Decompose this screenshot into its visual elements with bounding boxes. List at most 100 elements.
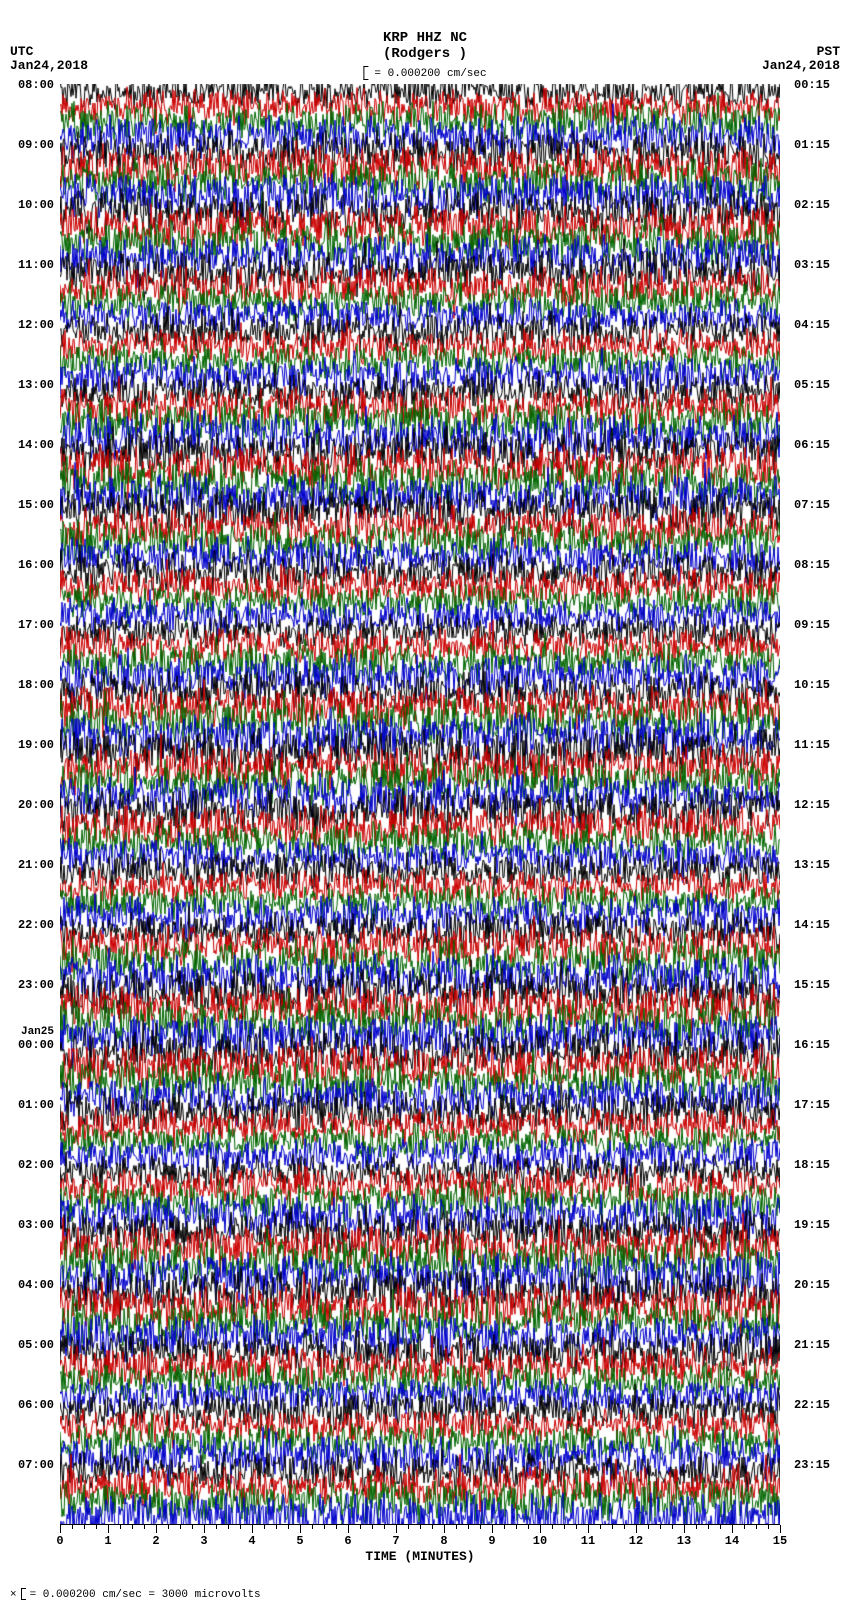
left-hour-label: 21:00 [18,858,54,872]
x-tick-minor [72,1525,73,1529]
x-tick-minor [120,1525,121,1529]
right-hour-label: 00:15 [794,78,830,92]
x-tick-label: 2 [152,1534,159,1548]
x-tick-minor [408,1525,409,1529]
left-hour-label: 00:00 [18,1038,54,1052]
x-tick-minor [504,1525,505,1529]
x-tick-minor [312,1525,313,1529]
midnight-date-label: Jan25 [21,1026,54,1038]
x-tick-label: 9 [488,1534,495,1548]
x-tick [252,1525,253,1533]
x-tick-minor [528,1525,529,1529]
x-tick-minor [168,1525,169,1529]
scale-bar-icon [363,66,368,80]
x-tick-minor [708,1525,709,1529]
x-tick [684,1525,685,1533]
left-hour-label: 01:00 [18,1098,54,1112]
x-tick-label: 5 [296,1534,303,1548]
x-tick [60,1525,61,1533]
right-hour-label: 02:15 [794,198,830,212]
tz-left-label: UTC [10,44,33,59]
right-hour-label: 19:15 [794,1218,830,1232]
x-tick-label: 1 [104,1534,111,1548]
left-hour-label: 07:00 [18,1458,54,1472]
x-tick [204,1525,205,1533]
x-tick [444,1525,445,1533]
footer-text: = 0.000200 cm/sec = 3000 microvolts [30,1589,261,1601]
x-tick-minor [672,1525,673,1529]
x-tick-minor [180,1525,181,1529]
right-hour-label: 10:15 [794,678,830,692]
x-tick [636,1525,637,1533]
left-hour-label: 20:00 [18,798,54,812]
x-tick-minor [276,1525,277,1529]
x-tick [108,1525,109,1533]
right-hour-label: 18:15 [794,1158,830,1172]
right-hour-label: 12:15 [794,798,830,812]
x-tick-minor [96,1525,97,1529]
left-hour-label: 14:00 [18,438,54,452]
left-hour-label: 15:00 [18,498,54,512]
footer-bar-icon [21,1588,26,1600]
x-tick-label: 12 [629,1534,643,1548]
right-hour-label: 04:15 [794,318,830,332]
x-tick-minor [756,1525,757,1529]
x-tick-minor [216,1525,217,1529]
left-hour-label: 08:00 [18,78,54,92]
x-tick [348,1525,349,1533]
x-tick-minor [660,1525,661,1529]
x-tick-minor [192,1525,193,1529]
right-hour-label: 13:15 [794,858,830,872]
right-hour-label: 17:15 [794,1098,830,1112]
left-hour-labels: 08:0009:0010:0011:0012:0013:0014:0015:00… [0,84,58,1524]
helicorder-canvas [60,84,780,1524]
tz-right-label: PST [817,44,840,59]
x-tick-label: 8 [440,1534,447,1548]
left-hour-label: 03:00 [18,1218,54,1232]
x-tick [396,1525,397,1533]
right-hour-label: 08:15 [794,558,830,572]
left-hour-label: 04:00 [18,1278,54,1292]
x-tick-minor [480,1525,481,1529]
x-tick-minor [468,1525,469,1529]
right-hour-labels: 00:1501:1502:1503:1504:1505:1506:1507:15… [790,84,850,1524]
x-tick-minor [720,1525,721,1529]
x-tick-minor [228,1525,229,1529]
station-name: (Rodgers ) [0,46,850,62]
left-hour-label: 16:00 [18,558,54,572]
left-hour-label: 19:00 [18,738,54,752]
x-tick [492,1525,493,1533]
date-left-label: Jan24,2018 [10,58,88,73]
x-tick [156,1525,157,1533]
x-tick-label: 10 [533,1534,547,1548]
x-tick-label: 7 [392,1534,399,1548]
x-tick-label: 4 [248,1534,255,1548]
left-hour-label: 11:00 [18,258,54,272]
x-tick [780,1525,781,1533]
x-tick-label: 3 [200,1534,207,1548]
left-hour-label: 18:00 [18,678,54,692]
left-hour-label: 22:00 [18,918,54,932]
footer-scale: × = 0.000200 cm/sec = 3000 microvolts [10,1588,261,1601]
right-hour-label: 22:15 [794,1398,830,1412]
station-code: KRP HHZ NC [0,30,850,46]
left-hour-label: 09:00 [18,138,54,152]
x-tick-minor [144,1525,145,1529]
x-tick [588,1525,589,1533]
date-right-label: Jan24,2018 [762,58,840,73]
x-tick-minor [564,1525,565,1529]
x-tick-label: 0 [56,1534,63,1548]
right-hour-label: 11:15 [794,738,830,752]
x-tick-minor [324,1525,325,1529]
x-tick [300,1525,301,1533]
right-hour-label: 09:15 [794,618,830,632]
x-tick [732,1525,733,1533]
right-hour-label: 20:15 [794,1278,830,1292]
right-hour-label: 01:15 [794,138,830,152]
x-tick-minor [132,1525,133,1529]
x-tick-minor [744,1525,745,1529]
x-tick-minor [372,1525,373,1529]
left-hour-label: 23:00 [18,978,54,992]
footer-prefix: × [10,1589,17,1601]
x-tick-minor [612,1525,613,1529]
